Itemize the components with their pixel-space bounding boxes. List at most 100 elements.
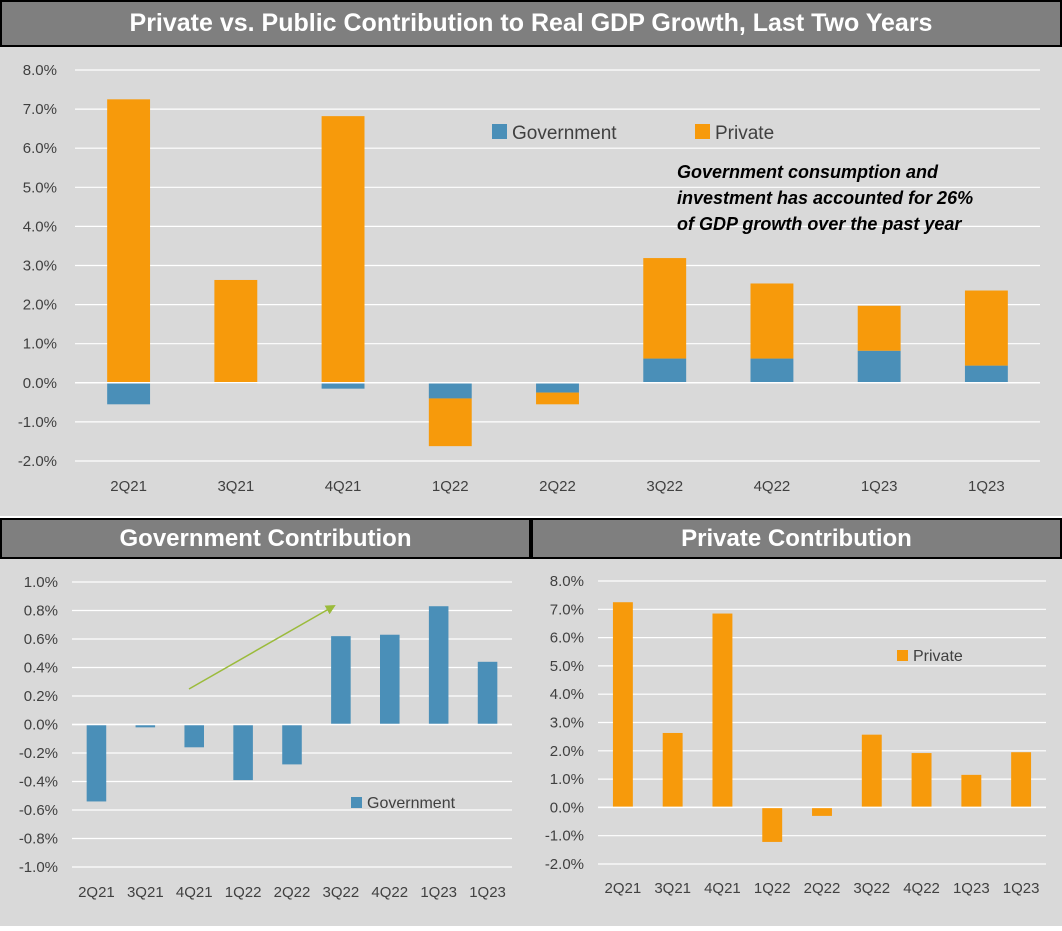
y-tick-label: -2.0% xyxy=(545,856,584,873)
x-tick-label: 3Q22 xyxy=(646,478,683,495)
x-tick-label: 4Q21 xyxy=(176,884,213,901)
x-tick-label: 1Q22 xyxy=(754,880,791,897)
x-tick-label: 2Q21 xyxy=(605,880,642,897)
x-tick-label: 3Q21 xyxy=(127,884,164,901)
x-tick-label: 4Q22 xyxy=(754,478,791,495)
private-chart-title: Private Contribution xyxy=(531,518,1062,559)
y-tick-label: -1.0% xyxy=(18,414,57,431)
x-tick-label: 4Q22 xyxy=(903,880,940,897)
private-bar xyxy=(643,258,687,359)
government-bar xyxy=(643,358,687,383)
private-bar xyxy=(911,753,932,808)
annotation-line: Government consumption and xyxy=(677,162,939,182)
x-tick-label: 3Q22 xyxy=(853,880,890,897)
government-bar xyxy=(282,724,302,765)
annotation-line: of GDP growth over the past year xyxy=(677,214,962,234)
x-tick-label: 4Q21 xyxy=(325,478,362,495)
legend-label: Private xyxy=(913,648,963,665)
legend-swatch xyxy=(492,124,507,139)
x-tick-label: 3Q22 xyxy=(323,884,360,901)
private-bar xyxy=(861,734,882,808)
y-tick-label: 0.0% xyxy=(24,717,58,734)
main-chart-title: Private vs. Public Contribution to Real … xyxy=(0,0,1062,47)
y-tick-label: -0.2% xyxy=(19,745,58,762)
government-bar xyxy=(86,724,107,802)
y-tick-label: -0.6% xyxy=(19,802,58,819)
y-tick-label: 1.0% xyxy=(24,574,58,591)
y-tick-label: 4.0% xyxy=(550,686,584,703)
y-tick-label: 5.0% xyxy=(550,658,584,675)
government-chart-title: Government Contribution xyxy=(0,518,531,559)
y-tick-label: 0.8% xyxy=(24,603,58,620)
government-bar xyxy=(321,382,365,389)
y-tick-label: 8.0% xyxy=(550,573,584,590)
government-bar xyxy=(964,365,1008,383)
main-chart-panel: 8.0% 7.0% 6.0% 5.0% 4.0% 3.0% 2.0% 1.0% 0.0% -1.0… xyxy=(0,47,1062,516)
private-bar xyxy=(107,99,151,383)
x-tick-label: 1Q23 xyxy=(420,884,457,901)
government-bar xyxy=(331,636,351,725)
x-tick-label: 4Q22 xyxy=(371,884,408,901)
y-tick-label: 0.6% xyxy=(24,631,58,648)
y-tick-label: 5.0% xyxy=(23,179,57,196)
private-bar xyxy=(961,774,982,808)
x-tick-label: 1Q23 xyxy=(1003,880,1040,897)
y-tick-label: 0.2% xyxy=(24,688,58,705)
private-bar xyxy=(750,283,794,359)
private-bar xyxy=(1011,752,1032,808)
x-tick-label: 3Q21 xyxy=(217,478,254,495)
y-tick-label: 7.0% xyxy=(23,101,57,118)
y-tick-label: 3.0% xyxy=(550,715,584,732)
legend-label: Government xyxy=(367,795,456,812)
private-bar xyxy=(536,392,579,405)
y-tick-label: 6.0% xyxy=(23,140,57,157)
government-bar xyxy=(536,382,579,393)
x-tick-label: 1Q23 xyxy=(968,478,1005,495)
x-tick-label: 2Q21 xyxy=(78,884,115,901)
private-chart-svg: 8.0% 7.0% 6.0% 5.0% 4.0% 3.0% 2.0% 1.0% 0.0% -1.0… xyxy=(545,573,1046,897)
y-tick-label: 1.0% xyxy=(550,771,584,788)
y-tick-label: -1.0% xyxy=(545,828,584,845)
government-bar xyxy=(428,606,449,725)
legend-swatch xyxy=(897,650,908,661)
private-bar xyxy=(428,398,472,447)
main-chart-svg: 8.0% 7.0% 6.0% 5.0% 4.0% 3.0% 2.0% 1.0% 0.0% -1.0… xyxy=(18,62,1040,495)
y-tick-label: 2.0% xyxy=(550,743,584,760)
x-tick-label: 1Q23 xyxy=(861,478,898,495)
annotation-line: investment has accounted for 26% xyxy=(677,188,973,208)
y-tick-label: 0.0% xyxy=(550,799,584,816)
government-bar xyxy=(428,382,472,399)
y-tick-label: 3.0% xyxy=(23,258,57,275)
x-tick-label: 1Q22 xyxy=(432,478,469,495)
government-bar xyxy=(233,724,253,781)
y-tick-label: 0.0% xyxy=(23,375,57,392)
x-tick-label: 2Q21 xyxy=(110,478,147,495)
government-bar xyxy=(184,724,204,748)
y-tick-label: 7.0% xyxy=(550,601,584,618)
private-chart-panel: 8.0% 7.0% 6.0% 5.0% 4.0% 3.0% 2.0% 1.0% 0.0% -1.0… xyxy=(531,559,1062,926)
y-tick-label: 6.0% xyxy=(550,630,584,647)
x-tick-label: 4Q21 xyxy=(704,880,741,897)
y-tick-label: -1.0% xyxy=(19,859,58,876)
government-bar xyxy=(380,634,400,725)
x-tick-label: 2Q22 xyxy=(804,880,841,897)
y-tick-label: 0.4% xyxy=(24,660,58,677)
private-bar xyxy=(964,290,1008,366)
x-tick-label: 1Q22 xyxy=(225,884,262,901)
x-tick-label: 2Q22 xyxy=(539,478,576,495)
government-bar xyxy=(857,350,901,383)
legend-swatch xyxy=(351,797,362,808)
private-bar xyxy=(321,116,365,383)
government-chart-panel: 1.0% 0.8% 0.6% 0.4% 0.2% 0.0% -0.2% -0.4% -0.6% -… xyxy=(0,559,531,926)
y-tick-label: 2.0% xyxy=(23,297,57,314)
government-chart-svg: 1.0% 0.8% 0.6% 0.4% 0.2% 0.0% -0.2% -0.4% -0.6% -… xyxy=(19,574,512,901)
trend-arrow-icon xyxy=(188,605,336,690)
private-bar xyxy=(662,732,683,808)
government-bar xyxy=(477,661,498,725)
y-tick-label: -2.0% xyxy=(18,453,57,470)
y-tick-label: 4.0% xyxy=(23,218,57,235)
x-tick-label: 2Q22 xyxy=(274,884,311,901)
government-bar xyxy=(750,358,794,383)
x-tick-label: 1Q23 xyxy=(469,884,506,901)
y-tick-label: -0.4% xyxy=(19,774,58,791)
